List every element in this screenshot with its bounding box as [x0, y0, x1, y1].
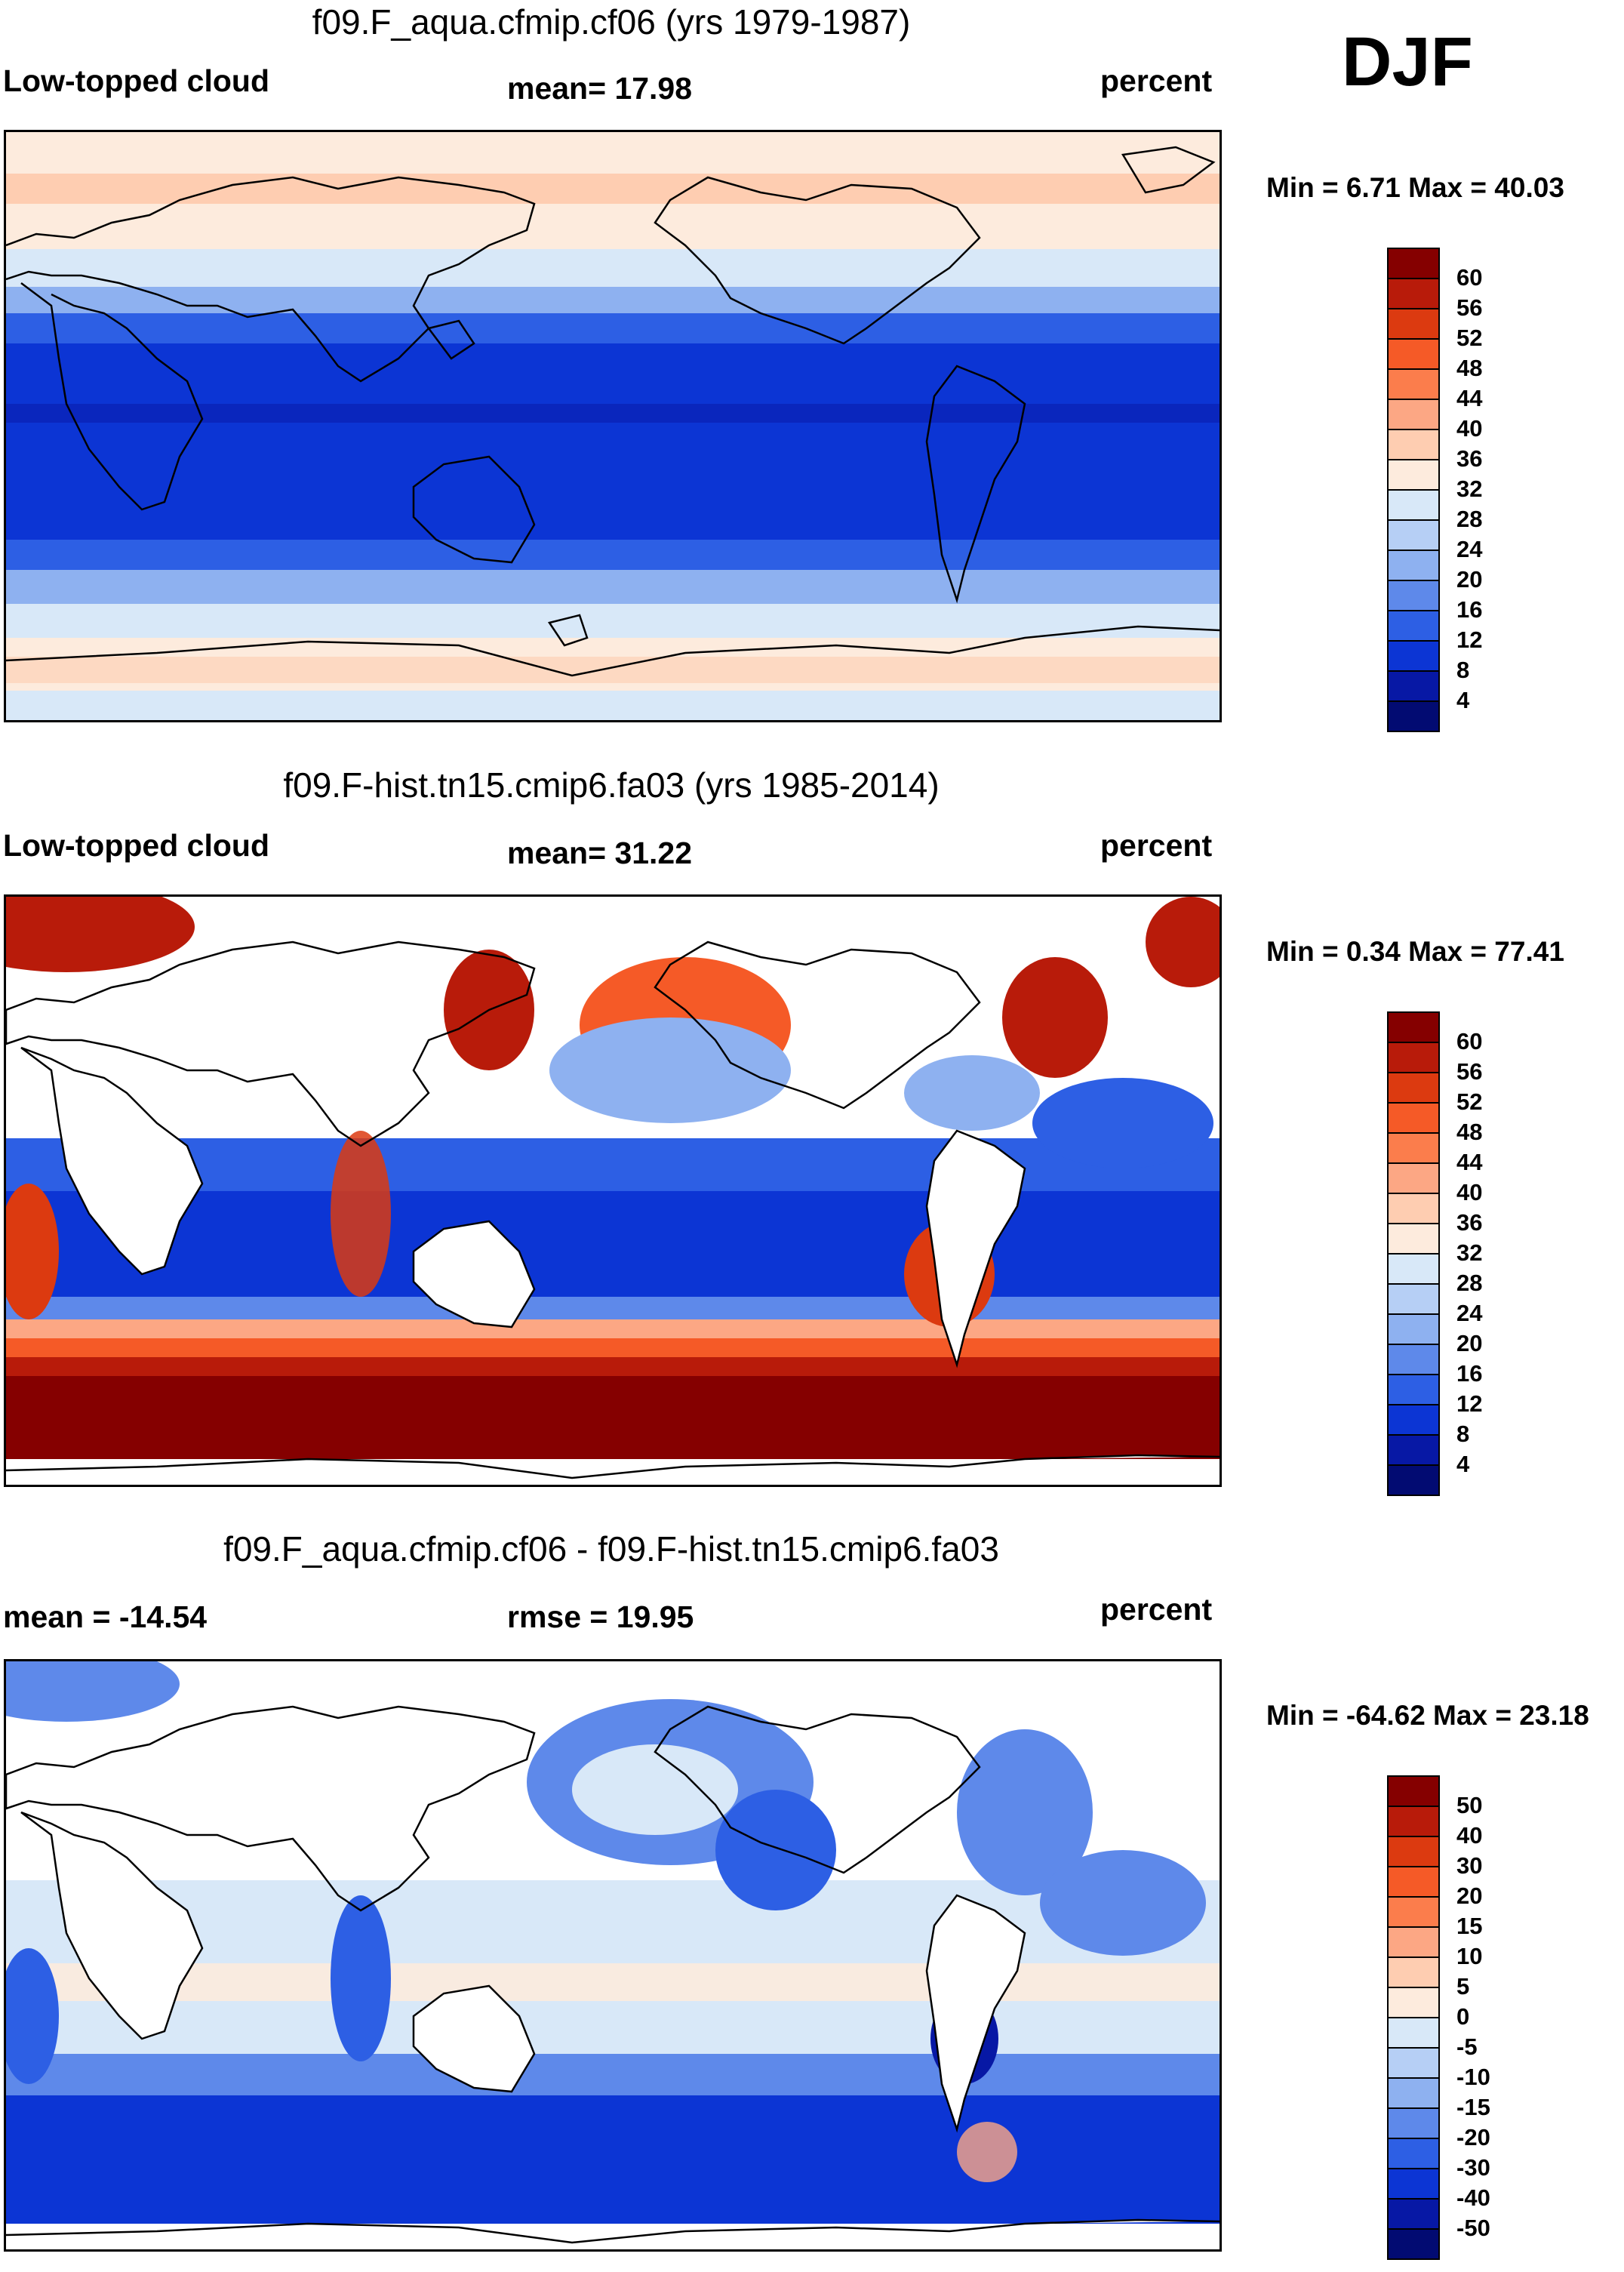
panel1-left-label: Low-topped cloud [3, 63, 269, 98]
panel2-field [6, 897, 1220, 1485]
panel1-minmax: Min = 6.71 Max = 40.03 [1266, 172, 1564, 203]
panel1-tick: 48 [1456, 355, 1483, 381]
panel2-tick: 20 [1456, 1330, 1483, 1356]
panel1-tick: 12 [1456, 626, 1483, 653]
panel3-title: f09.F_aqua.cfmip.cf06 - f09.F-hist.tn15.… [223, 1529, 999, 1569]
panel2-tick: 52 [1456, 1088, 1483, 1115]
panel1-map [4, 130, 1222, 722]
panel1-tick: 4 [1456, 687, 1470, 713]
panel1-title: f09.F_aqua.cfmip.cf06 (yrs 1979-1987) [312, 2, 911, 42]
panel1-field [6, 132, 1220, 720]
panel3-colorbar [1387, 1775, 1440, 2260]
panel3-tick: 30 [1456, 1852, 1483, 1879]
panel1-tick: 24 [1456, 536, 1483, 562]
panel3-tick: -40 [1456, 2184, 1490, 2211]
panel1-tick: 32 [1456, 476, 1483, 502]
panel2-tick: 32 [1456, 1239, 1483, 1266]
panel3-tick: -50 [1456, 2215, 1490, 2241]
panel1-tick: 20 [1456, 566, 1483, 593]
panel1-center-label: mean= 17.98 [507, 71, 693, 106]
panel1-tick: 60 [1456, 264, 1483, 291]
panel3-map [4, 1659, 1222, 2252]
panel3-tick: 10 [1456, 1943, 1483, 1969]
panel3-tick: -10 [1456, 2064, 1490, 2090]
panel2-tick: 4 [1456, 1451, 1470, 1477]
panel1-tick: 56 [1456, 294, 1483, 321]
panel2-minmax: Min = 0.34 Max = 77.41 [1266, 936, 1564, 967]
panel3-tick: 15 [1456, 1913, 1483, 1939]
panel3-tick: -5 [1456, 2033, 1478, 2060]
panel2-tick: 28 [1456, 1270, 1483, 1296]
panel2-colorbar [1387, 1011, 1440, 1496]
panel3-left-label: mean = -14.54 [3, 1599, 208, 1634]
panel2-right-label: percent [1100, 828, 1213, 863]
panel2-tick: 40 [1456, 1179, 1483, 1205]
panel2-map [4, 894, 1222, 1487]
panel1-tick: 52 [1456, 325, 1483, 351]
panel3-center-label: rmse = 19.95 [507, 1599, 694, 1634]
panel1-tick: 36 [1456, 445, 1483, 472]
panel3-tick: 50 [1456, 1792, 1483, 1818]
panel3-field [6, 1661, 1220, 2249]
panel2-tick: 36 [1456, 1209, 1483, 1236]
panel1-tick: 44 [1456, 385, 1483, 411]
panel3-tick: 20 [1456, 1883, 1483, 1909]
panel3-tick: -30 [1456, 2154, 1490, 2181]
panel3-tick: -20 [1456, 2124, 1490, 2150]
panel1-tick: 28 [1456, 506, 1483, 532]
panel2-tick: 60 [1456, 1028, 1483, 1054]
panel1-tick: 16 [1456, 596, 1483, 623]
panel1-tick: 40 [1456, 415, 1483, 442]
panel2-left-label: Low-topped cloud [3, 828, 269, 863]
panel2-tick: 8 [1456, 1421, 1470, 1447]
panel3-tick: -15 [1456, 2094, 1490, 2120]
panel3-tick: 5 [1456, 1973, 1470, 2000]
panel2-tick: 56 [1456, 1058, 1483, 1085]
panel1-colorbar [1387, 248, 1440, 732]
panel2-tick: 16 [1456, 1360, 1483, 1387]
panel3-tick: 40 [1456, 1822, 1483, 1849]
panel2-tick: 44 [1456, 1149, 1483, 1175]
panel2-center-label: mean= 31.22 [507, 836, 693, 870]
panel1-tick: 8 [1456, 657, 1470, 683]
panel3-minmax: Min = -64.62 Max = 23.18 [1266, 1700, 1589, 1731]
panel2-tick: 24 [1456, 1300, 1483, 1326]
panel1-right-label: percent [1100, 63, 1213, 98]
panel3-tick: 0 [1456, 2003, 1470, 2030]
panel2-tick: 48 [1456, 1119, 1483, 1145]
panel2-title: f09.F-hist.tn15.cmip6.fa03 (yrs 1985-201… [283, 765, 940, 805]
panel2-tick: 12 [1456, 1390, 1483, 1417]
season-label: DJF [1342, 23, 1473, 100]
panel3-right-label: percent [1100, 1592, 1213, 1627]
